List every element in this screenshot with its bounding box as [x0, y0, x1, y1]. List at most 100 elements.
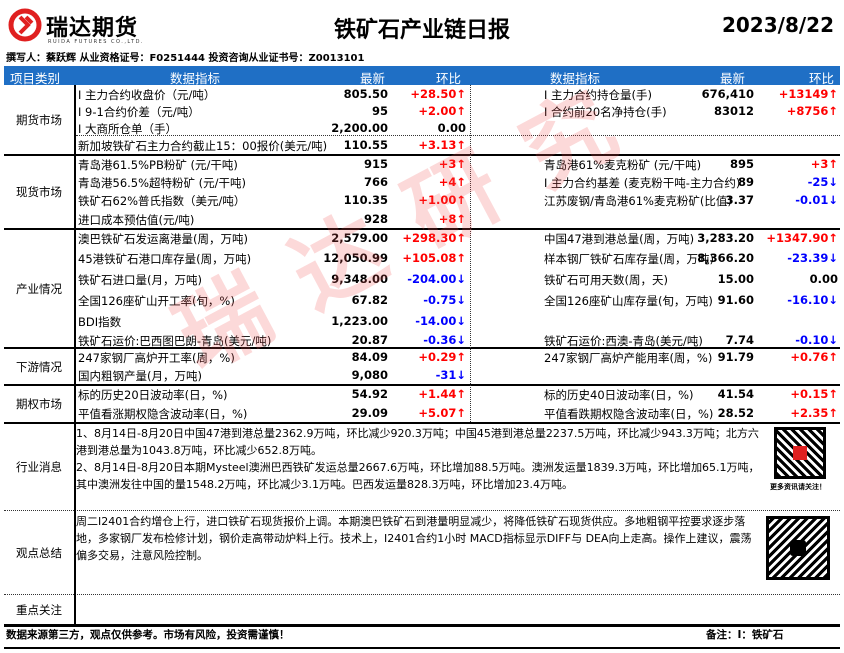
category-news: 行业消息: [16, 460, 62, 474]
indicator-value: 676,410: [701, 87, 754, 101]
qr-center-icon: [793, 446, 807, 460]
logo: 瑞达期货 RUIDA FUTURES CO.,LTD.: [8, 8, 168, 48]
news-item-2: 2、8月14日-8月20日本期Mysteel澳洲巴西铁矿发运总量2667.6万吨…: [76, 461, 760, 491]
indicator-value: 91.60: [717, 293, 754, 307]
indicator-change: +3.13↑: [418, 138, 466, 152]
indicator-name: 铁矿石运价:西澳-青岛(美元/吨): [544, 334, 703, 348]
indicator-change: -25↓: [807, 175, 838, 189]
indicator-change: -14.00↓: [415, 314, 466, 328]
indicator-name: 铁矿石运价:巴西图巴朗-青岛(美元/吨): [78, 334, 272, 348]
indicator-value: 67.82: [351, 293, 388, 307]
indicator-change: +0.15↑: [790, 387, 838, 401]
indicator-value: 83012: [713, 104, 754, 118]
indicator-change: +13149↑: [778, 87, 838, 101]
category-0: 期货市场: [16, 113, 62, 127]
header-change-2: 环比: [809, 71, 835, 86]
footnote: 备注：I：铁矿石: [706, 629, 784, 641]
indicator-name: I 主力合约持仓量(手): [544, 88, 653, 102]
indicator-name: 样本钢厂铁矿石库存量(周，万吨): [544, 252, 714, 266]
center-dotted-line: [470, 85, 471, 422]
header-change: 环比: [436, 71, 462, 86]
indicator-name: I 9-1合约价差（元/吨）: [78, 105, 200, 119]
indicator-change: +0.29↑: [418, 350, 466, 364]
indicator-value: 8,366.20: [697, 251, 754, 265]
category-focus: 重点关注: [16, 603, 62, 617]
indicator-change: +2.00↑: [418, 104, 466, 118]
indicator-name: 青岛港61.5%PB粉矿 (元/干吨): [78, 158, 238, 172]
indicator-name: 新加坡铁矿石主力合约截止15：00报价(美元/吨): [78, 139, 328, 153]
indicator-name: 澳巴铁矿石发运离港量(周，万吨): [78, 232, 248, 246]
indicator-name: 45港铁矿石港口库存量(周，万吨): [78, 252, 252, 266]
indicator-value: 1,223.00: [331, 314, 388, 328]
indicator-name: 平值看涨期权隐含波动率(日，%): [78, 407, 248, 421]
indicator-value: 9,080: [351, 368, 388, 382]
indicator-value: 928: [363, 212, 388, 226]
indicator-change: +8↑: [438, 212, 466, 226]
view-summary: 周二I2401合约增仓上行，进口铁矿石现货报价上调。本期澳巴铁矿石到港量明显减少…: [76, 515, 752, 562]
indicator-change: +298.30↑: [402, 231, 466, 245]
wechat-logo-icon: [790, 540, 806, 556]
disclaimer: 数据来源第三方，观点仅供参考。市场有风险，投资需谨慎！: [6, 629, 290, 641]
header-category: 项目类别: [10, 71, 61, 86]
header-indicator-2: 数据指标: [550, 71, 601, 86]
indicator-change: +105.08↑: [402, 251, 466, 265]
indicator-name: I 合约前20名净持仓(手): [544, 105, 667, 119]
dotted-divider: [4, 594, 840, 595]
indicator-change: -0.01↓: [795, 193, 838, 207]
header-indicator: 数据指标: [170, 71, 221, 86]
indicator-value: 915: [363, 157, 388, 171]
indicator-value: 766: [363, 175, 388, 189]
ruida-logo-icon: [8, 8, 42, 42]
indicator-value: 54.92: [351, 387, 388, 401]
indicator-value: 895: [729, 157, 754, 171]
indicator-name: 进口成本预估值(元/吨): [78, 213, 195, 227]
category-column-line: [74, 85, 76, 625]
indicator-name: I 主力合约基差 (麦克粉干吨-主力合约): [544, 176, 741, 190]
indicator-name: I 大商所仓单（手）: [78, 122, 178, 136]
indicator-name: 中国47港到港总量(周，万吨): [544, 232, 695, 246]
indicator-value: 110.35: [343, 193, 388, 207]
category-view: 观点总结: [16, 546, 62, 560]
header-latest: 最新: [360, 71, 386, 86]
indicator-change: +8756↑: [786, 104, 838, 118]
indicator-value: 7.74: [725, 333, 754, 347]
indicator-name: 全国126座矿山开工率(旬，%): [78, 294, 235, 308]
indicator-name: 铁矿石可用天数(周，天): [544, 273, 668, 287]
indicator-change: -23.39↓: [787, 251, 838, 265]
indicator-name: 青岛港56.5%超特粉矿 (元/干吨): [78, 176, 247, 190]
logo-name-en: RUIDA FUTURES CO.,LTD.: [48, 39, 145, 45]
indicator-value: 805.50: [343, 87, 388, 101]
table-header: 项目类别 数据指标 最新 环比 数据指标 最新 环比: [4, 66, 840, 86]
indicator-value: 91.79: [717, 350, 754, 364]
indicator-change: +1.00↑: [418, 193, 466, 207]
indicator-change: +28.50↑: [410, 87, 466, 101]
report-date: 2023/8/22: [721, 13, 834, 37]
indicator-change: +3↑: [438, 157, 466, 171]
indicator-change: +2.35↑: [790, 406, 838, 420]
indicator-change: -16.10↓: [787, 293, 838, 307]
indicator-name: 247家钢厂高炉产能用率(周，%): [544, 351, 713, 365]
indicator-value: 3,283.20: [697, 231, 754, 245]
data-table: 期货市场 I 主力合约收盘价（元/吨） 805.50 +28.50↑ I 主力合约持仓量…: [4, 85, 840, 627]
indicator-value: 41.54: [717, 387, 754, 401]
indicator-name: 铁矿石进口量(月，万吨): [78, 273, 202, 287]
indicator-value: 20.87: [351, 333, 388, 347]
indicator-value: 3.37: [725, 193, 754, 207]
indicator-value: 110.55: [343, 138, 388, 152]
page-title: 铁矿石产业链日报: [333, 18, 510, 43]
news-item-1: 1、8月14日-8月20日中国47港到港总量2362.9万吨，环比减少920.3…: [76, 427, 759, 457]
indicator-change: +4↑: [438, 175, 466, 189]
indicator-change: -204.00↓: [407, 272, 466, 286]
indicator-value: 89: [737, 175, 754, 189]
indicator-name: 平值看跌期权隐含波动率(日，%): [544, 407, 714, 421]
logo-name: 瑞达期货: [46, 16, 139, 41]
indicator-value: 95: [371, 104, 388, 118]
indicator-name: I 主力合约收盘价（元/吨）: [78, 88, 216, 102]
indicator-name: 国内粗钢产量(月，万吨): [78, 369, 202, 383]
category-2: 产业情况: [16, 281, 62, 296]
indicator-value: 2,579.00: [331, 231, 388, 245]
section-divider: [4, 347, 840, 349]
section-divider: [4, 384, 840, 386]
author-info: 撰写人：蔡跃辉 从业资格证号：F0251444 投资咨询从业证书号：Z00131…: [6, 53, 365, 64]
dotted-divider: [4, 510, 840, 511]
